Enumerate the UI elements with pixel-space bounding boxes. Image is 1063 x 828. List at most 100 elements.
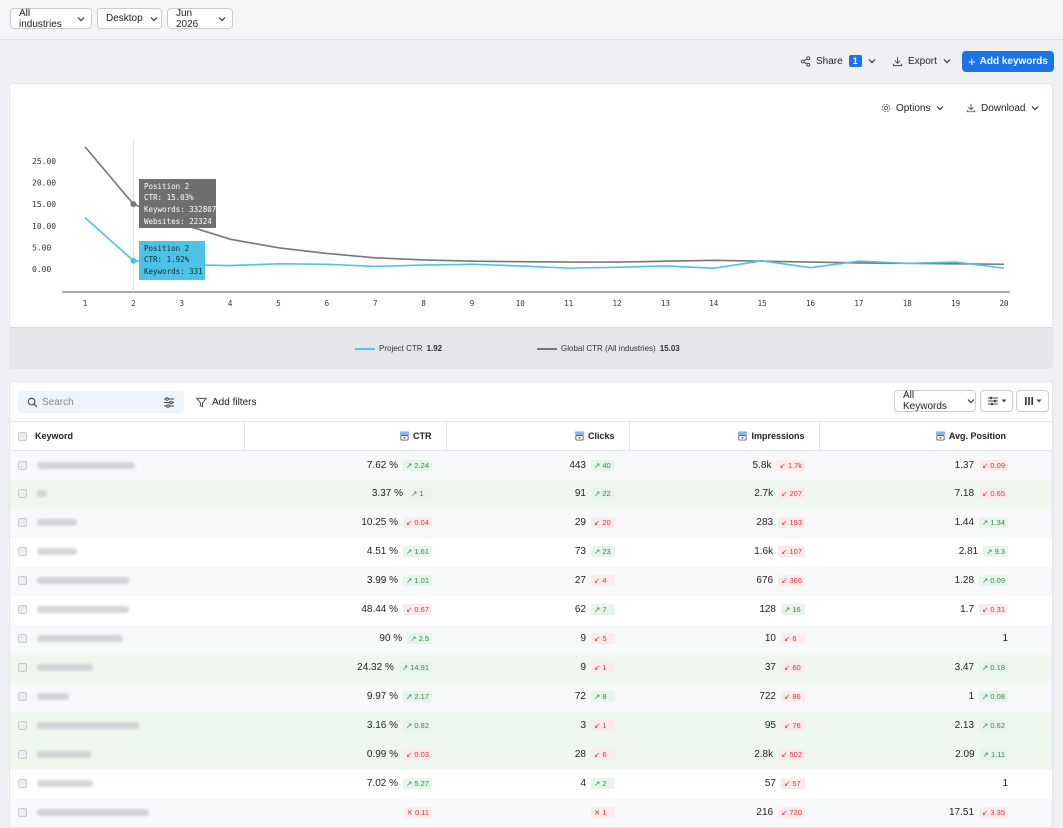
keyword-cell[interactable] bbox=[10, 682, 244, 712]
keyword-cell[interactable] bbox=[10, 537, 244, 567]
pos-cell: 2.09 ↗ 1.11 bbox=[819, 740, 1052, 770]
table-row[interactable]: ✕ 0.11 ✕ 1 216 ↙ 720 17.51 ↙ 3.35 bbox=[10, 798, 1052, 827]
options-button[interactable]: Options bbox=[881, 98, 944, 118]
google-search-console-icon bbox=[399, 430, 410, 443]
select-all-checkbox[interactable] bbox=[18, 432, 27, 442]
keyword-cell[interactable] bbox=[10, 769, 244, 799]
legend-global-ctr[interactable]: Global CTR (All industries) 15.03 bbox=[537, 344, 680, 353]
impr-value: 128 bbox=[759, 604, 776, 616]
pos-change-badge: ↙ 3.35 bbox=[979, 807, 1008, 819]
ctr-value: 7.02 % bbox=[366, 778, 399, 790]
keyword-text-redacted bbox=[37, 780, 93, 788]
project-ctr-tooltip: Position 2 CTR: 1.92% Keywords: 331 bbox=[139, 241, 205, 280]
table-row[interactable]: 10.25 % ↙ 0.04 29 ↙ 20 283 ↙ 193 1.44 ↗ 1.34 bbox=[10, 508, 1052, 538]
y-tick-label: 15.00 bbox=[32, 200, 56, 209]
keyword-cell[interactable] bbox=[10, 653, 244, 683]
table-row[interactable]: 24.32 % ↗ 14.91 9 ↙ 1 37 ↙ 60 3.47 ↗ 0.18 bbox=[10, 653, 1052, 683]
keyword-cell[interactable] bbox=[10, 595, 244, 625]
column-header-keyword[interactable]: Keyword bbox=[10, 421, 244, 451]
month-dropdown[interactable]: Jun 2026 bbox=[167, 8, 233, 30]
row-checkbox[interactable] bbox=[18, 692, 27, 702]
clicks-change-badge: ↗ 2 bbox=[591, 778, 615, 790]
column-header-avg-position[interactable]: Avg. Position bbox=[818, 421, 1052, 451]
ctr-value: 3.99 % bbox=[366, 575, 399, 587]
y-tick-label: 10.00 bbox=[32, 222, 56, 231]
row-checkbox[interactable] bbox=[18, 750, 27, 760]
row-checkbox[interactable] bbox=[18, 518, 27, 528]
clicks-cell: 4 ↗ 2 bbox=[446, 769, 629, 799]
clicks-change-badge: ↙ 6 bbox=[591, 749, 615, 761]
table-row[interactable]: 3.16 % ↗ 0.82 3 ↙ 1 95 ↙ 76 2.13 ↗ 0.62 bbox=[10, 711, 1052, 741]
row-checkbox[interactable] bbox=[18, 779, 27, 789]
table-row[interactable]: 48.44 % ↙ 0.67 62 ↗ 7 128 ↗ 16 1.7 ↙ 0.31 bbox=[10, 595, 1052, 625]
download-button[interactable]: Download bbox=[966, 98, 1039, 118]
ctr-cell: 3.37 % ↗ 1 bbox=[244, 479, 446, 509]
keyword-cell[interactable] bbox=[10, 450, 244, 480]
ctr-change-badge: ↙ 0.04 bbox=[403, 517, 432, 529]
x-tick-label: 4 bbox=[228, 299, 233, 308]
keyword-cell[interactable] bbox=[10, 740, 244, 770]
chevron-down-icon bbox=[937, 106, 944, 111]
column-header-impressions[interactable]: Impressions bbox=[628, 421, 819, 451]
column-header-ctr[interactable]: CTR bbox=[243, 421, 446, 451]
industry-dropdown[interactable]: All industries bbox=[10, 7, 92, 30]
export-label: Export bbox=[908, 55, 937, 67]
table-row[interactable]: 3.99 % ↗ 1.01 27 ↙ 4 676 ↙ 366 1.28 ↗ 0.09 bbox=[10, 566, 1052, 596]
x-tick-label: 17 bbox=[854, 299, 863, 308]
table-row[interactable]: 7.62 % ↗ 2.24 443 ↗ 40 5.8k ↙ 1.7k 1.37 ↙ 0.09 bbox=[10, 450, 1052, 480]
filter-icon bbox=[196, 397, 207, 407]
table-row[interactable]: 7.02 % ↗ 5.27 4 ↗ 2 57 ↙ 57 1 bbox=[10, 769, 1052, 799]
impr-cell: 676 ↙ 366 bbox=[629, 566, 819, 596]
columns-button[interactable] bbox=[1016, 390, 1049, 412]
impr-change-badge: ↙ 207 bbox=[778, 488, 805, 500]
row-checkbox[interactable] bbox=[18, 663, 27, 673]
table-settings-button[interactable] bbox=[980, 390, 1013, 412]
keyword-cell[interactable] bbox=[10, 624, 244, 654]
keywords-filter-dropdown[interactable]: All Keywords bbox=[894, 390, 976, 412]
keyword-text-redacted bbox=[37, 548, 77, 556]
add-filters-button[interactable]: Add filters bbox=[196, 392, 256, 412]
table-row[interactable]: 0.99 % ↙ 0.03 28 ↙ 6 2.8k ↙ 502 2.09 ↗ 1.11 bbox=[10, 740, 1052, 770]
column-header-clicks[interactable]: Clicks bbox=[445, 421, 629, 451]
row-checkbox[interactable] bbox=[18, 460, 27, 470]
share-button[interactable]: Share 1 bbox=[800, 51, 876, 71]
keywords-filter-label: All Keywords bbox=[903, 390, 947, 412]
table-row[interactable]: 3.37 % ↗ 1 91 ↗ 22 2.7k ↙ 207 7.18 ↙ 0.65 bbox=[10, 479, 1052, 509]
pos-cell: 17.51 ↙ 3.35 bbox=[819, 798, 1052, 827]
table-row[interactable]: 9.97 % ↗ 2.17 72 ↗ 8 722 ↙ 86 1 ↗ 0.08 bbox=[10, 682, 1052, 712]
keyword-text-redacted bbox=[37, 751, 91, 759]
legend-value: 1.92 bbox=[426, 344, 443, 353]
row-checkbox[interactable] bbox=[18, 808, 27, 818]
impr-value: 95 bbox=[764, 720, 776, 732]
ctr-cell: 3.99 % ↗ 1.01 bbox=[244, 566, 446, 596]
impr-value: 216 bbox=[756, 807, 774, 819]
table-row[interactable]: 4.51 % ↗ 1.61 73 ↗ 23 1.6k ↙ 107 2.81 ↗ 9.3 bbox=[10, 537, 1052, 567]
keyword-cell[interactable] bbox=[10, 508, 244, 538]
clicks-value: 72 bbox=[574, 691, 586, 703]
legend-project-ctr[interactable]: Project CTR 1.92 bbox=[355, 344, 442, 353]
impr-cell: 57 ↙ 57 bbox=[629, 769, 819, 799]
search-input[interactable]: Search bbox=[18, 391, 184, 413]
keyword-cell[interactable] bbox=[10, 798, 244, 827]
add-keywords-button[interactable]: + Add keywords bbox=[962, 51, 1054, 72]
device-dropdown[interactable]: Desktop bbox=[97, 8, 162, 29]
table-row[interactable]: 90 % ↗ 2.5 9 ↙ 5 10 ↙ 6 1 bbox=[10, 624, 1052, 654]
pos-cell: 1.7 ↙ 0.31 bbox=[819, 595, 1052, 625]
row-checkbox[interactable] bbox=[18, 634, 27, 644]
row-checkbox[interactable] bbox=[18, 721, 27, 731]
impr-change-badge: ↙ 60 bbox=[781, 662, 805, 674]
keyword-cell[interactable] bbox=[10, 711, 244, 741]
row-checkbox[interactable] bbox=[18, 547, 27, 557]
pos-change-badge: ↙ 0.09 bbox=[979, 459, 1008, 471]
keyword-cell[interactable] bbox=[10, 566, 244, 596]
sliders-icon[interactable] bbox=[163, 396, 175, 408]
industry-dropdown-label: All industries bbox=[19, 7, 62, 30]
row-checkbox[interactable] bbox=[18, 605, 27, 615]
x-tick-label: 18 bbox=[903, 299, 913, 308]
export-button[interactable]: Export bbox=[892, 51, 951, 71]
keyword-cell[interactable] bbox=[10, 479, 244, 509]
y-tick-label: 5.00 bbox=[32, 243, 51, 252]
keyword-text-redacted bbox=[37, 461, 135, 469]
row-checkbox[interactable] bbox=[18, 489, 27, 499]
row-checkbox[interactable] bbox=[18, 576, 27, 586]
